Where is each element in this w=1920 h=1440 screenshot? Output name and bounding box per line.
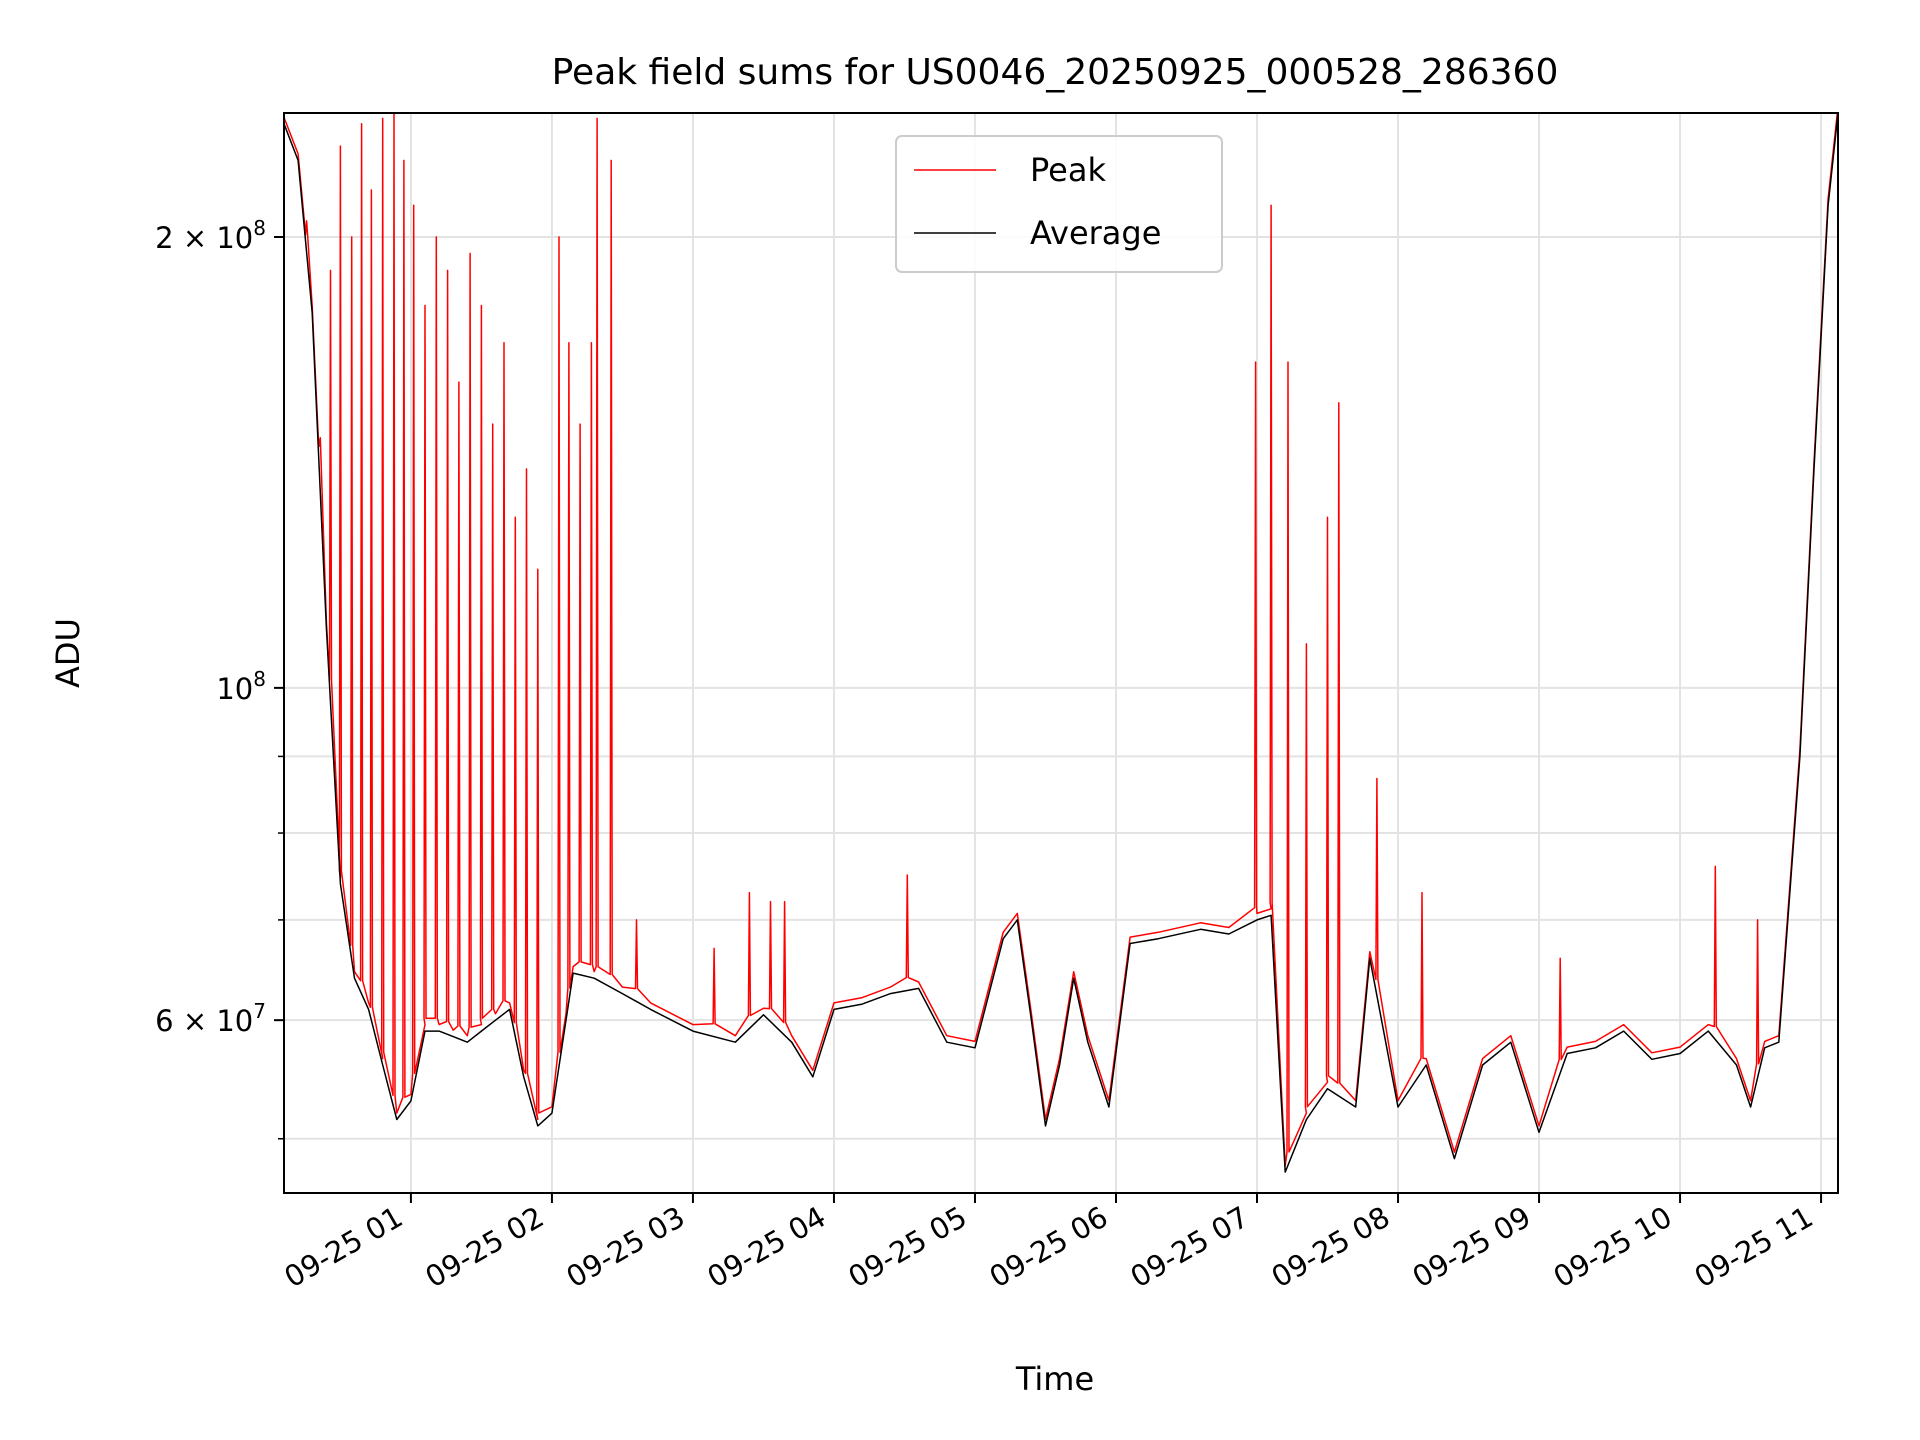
y-tick-label: 108 xyxy=(216,667,266,706)
legend-label-average: Average xyxy=(1030,214,1161,252)
peak-series-line xyxy=(284,113,1838,1167)
average-series-line xyxy=(284,113,1838,1173)
legend: Peak Average xyxy=(895,135,1223,273)
chart-title: Peak field sums for US0046_20250925_0005… xyxy=(552,52,1559,93)
plot-area xyxy=(284,113,1838,1173)
plot-frame xyxy=(283,112,1839,1194)
x-axis-title: Time xyxy=(1015,1360,1094,1398)
y-axis-title: ADU xyxy=(49,618,87,688)
y-tick-label: 6 × 107 xyxy=(155,999,266,1038)
y-tick-label: 2 × 108 xyxy=(155,216,266,255)
legend-label-peak: Peak xyxy=(1030,151,1106,189)
series-group xyxy=(284,113,1838,1173)
